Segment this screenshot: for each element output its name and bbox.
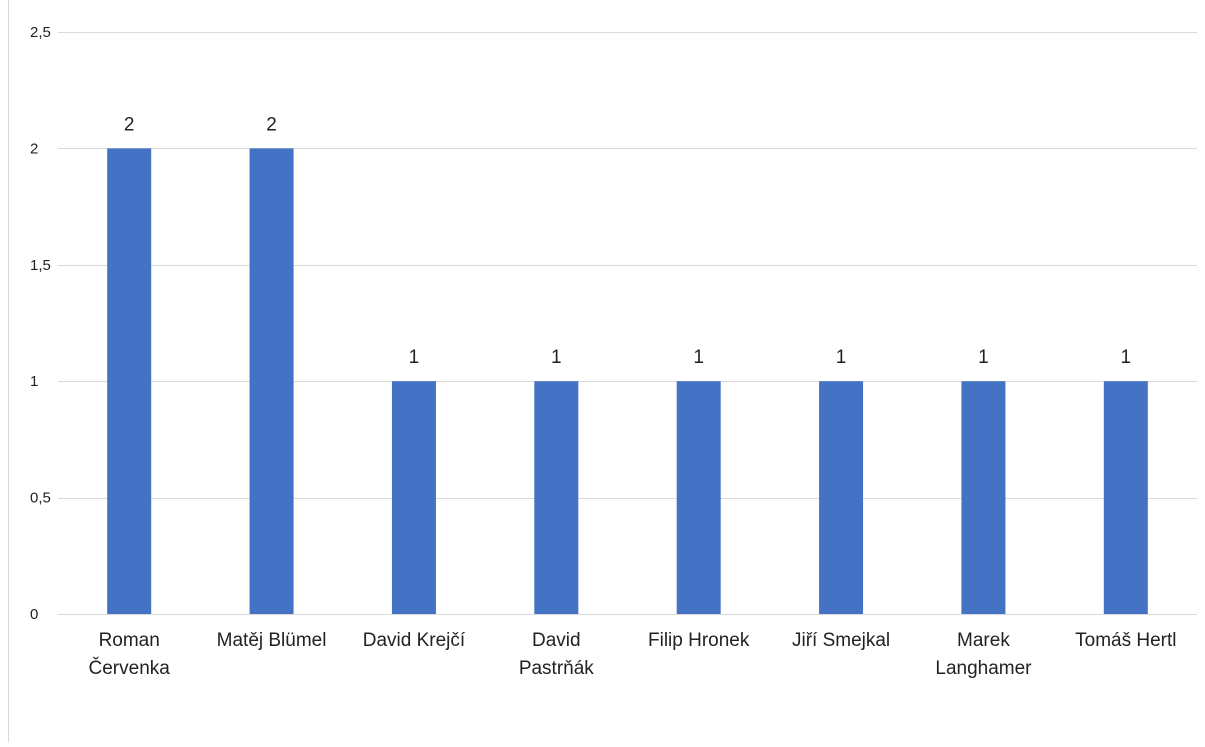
y-tick-label: 1,5 xyxy=(30,257,51,274)
x-tick-label-line: Matěj Blümel xyxy=(217,630,327,651)
data-label: 1 xyxy=(693,347,704,368)
gridlines xyxy=(58,32,1197,615)
data-label: 1 xyxy=(551,347,562,368)
data-label: 1 xyxy=(978,347,989,368)
x-tick-label: David Pastrňák xyxy=(519,630,594,679)
y-tick-label: 0,5 xyxy=(30,490,51,507)
x-tick-label: Roman Červenka xyxy=(89,630,171,679)
x-tick-label: Filip Hronek xyxy=(648,630,750,651)
data-label: 1 xyxy=(1121,347,1132,368)
x-tick-label: Marek Langhamer xyxy=(935,630,1032,679)
bar xyxy=(107,148,152,614)
x-tick-label-line: Pastrňák xyxy=(519,658,594,679)
bar xyxy=(391,381,436,614)
data-label: 2 xyxy=(124,114,135,135)
x-tick-label: Jiří Smejkal xyxy=(792,630,890,651)
data-labels: 2 2 1 1 1 1 1 1 xyxy=(124,114,1131,368)
data-label: 2 xyxy=(266,114,277,135)
bar xyxy=(961,381,1006,614)
bar xyxy=(676,381,721,614)
y-tick-label: 2 xyxy=(30,140,38,157)
bar xyxy=(534,381,579,614)
bars xyxy=(107,148,1148,614)
y-axis-ticks: 0 0,5 1 1,5 2 2,5 xyxy=(30,24,51,623)
y-tick-label: 0 xyxy=(30,606,38,623)
x-tick-label: David Krejčí xyxy=(363,630,466,651)
x-tick-label-line: Jiří Smejkal xyxy=(792,630,890,651)
x-tick-label-line: Filip Hronek xyxy=(648,630,750,651)
y-tick-label: 2,5 xyxy=(30,24,51,41)
bar xyxy=(249,148,294,614)
x-tick-label-line: Marek xyxy=(957,630,1010,651)
x-tick-label-line: David xyxy=(532,630,581,651)
x-tick-label-line: Tomáš Hertl xyxy=(1075,630,1176,651)
data-label: 1 xyxy=(836,347,847,368)
y-tick-label: 1 xyxy=(30,373,38,390)
x-axis-ticks: Roman Červenka Matěj Blümel David Krejčí Dav… xyxy=(89,630,1177,679)
x-tick-label: Tomáš Hertl xyxy=(1075,630,1176,651)
x-tick-label-line: Červenka xyxy=(89,657,171,679)
x-tick-label-line: Roman xyxy=(99,630,160,651)
bar xyxy=(819,381,864,614)
bar xyxy=(1103,381,1148,614)
x-tick-label: Matěj Blümel xyxy=(217,630,327,651)
x-tick-label-line: David Krejčí xyxy=(363,630,466,651)
data-label: 1 xyxy=(409,347,420,368)
x-tick-label-line: Langhamer xyxy=(935,658,1032,679)
